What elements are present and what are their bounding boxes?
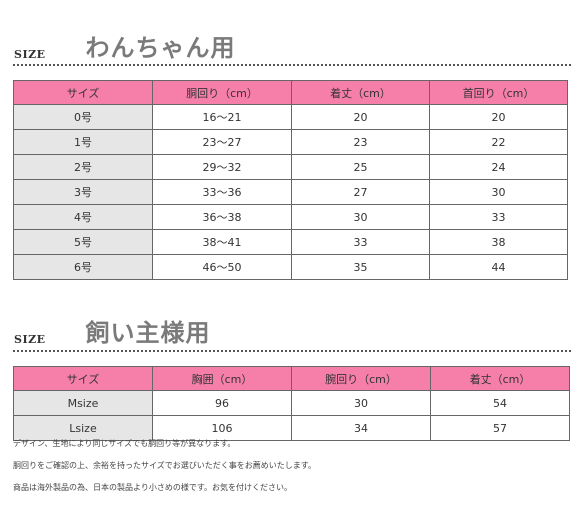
dog-size-cell: 2号 [13,154,153,180]
dog-waist-cell: 16～21 [152,104,292,130]
dog-section-divider [13,64,571,66]
dog-waist-cell: 36～38 [152,204,292,230]
table-row: 1号 23～27 23 22 [13,129,568,155]
dog-size-cell: 6号 [13,254,153,280]
dog-neck-cell: 33 [429,204,568,230]
dog-header-neck: 首回り（cm） [429,80,568,105]
dog-length-cell: 33 [291,229,430,255]
dog-section-title: わんちゃん用 [85,34,236,62]
dog-length-cell: 30 [291,204,430,230]
dog-size-cell: 0号 [13,104,153,130]
table-row: 0号 16～21 20 20 [13,104,568,130]
table-row: 2号 29～32 25 24 [13,154,568,180]
dog-neck-cell: 30 [429,179,568,205]
owner-section-title: 飼い主様用 [85,319,211,347]
table-row: 4号 36～38 30 33 [13,204,568,230]
owner-header-chest: 胸囲（cm） [152,366,292,391]
dog-size-table: サイズ 胴回り（cm） 着丈（cm） 首回り（cm） 0号 16～21 20 2… [13,80,568,280]
owner-section-divider [13,350,571,352]
note-line: 商品は海外製品の為、日本の製品より小さめの様です。お気を付けください。 [13,483,293,492]
owner-arm-cell: 34 [291,415,431,441]
owner-size-cell: Msize [13,390,153,416]
note-line: デザイン、生地により同じサイズでも胴回り等が異なります。 [13,439,236,448]
owner-section-heading: SIZE 飼い主様用 [14,321,211,345]
dog-length-cell: 20 [291,104,430,130]
dog-header-length: 着丈（cm） [291,80,430,105]
dog-size-cell: 3号 [13,179,153,205]
table-row: 5号 38～41 33 38 [13,229,568,255]
dog-size-cell: 4号 [13,204,153,230]
table-row: 3号 33～36 27 30 [13,179,568,205]
dog-size-cell: 5号 [13,229,153,255]
dog-length-cell: 25 [291,154,430,180]
dog-section-heading: SIZE わんちゃん用 [14,36,236,60]
table-row: 6号 46～50 35 44 [13,254,568,280]
dog-waist-cell: 33～36 [152,179,292,205]
dog-neck-cell: 20 [429,104,568,130]
dog-table-header-row: サイズ 胴回り（cm） 着丈（cm） 首回り（cm） [13,80,568,105]
dog-neck-cell: 24 [429,154,568,180]
owner-chest-cell: 96 [152,390,292,416]
owner-size-table: サイズ 胸囲（cm） 腕回り（cm） 着丈（cm） Msize 96 30 54… [13,366,570,441]
owner-header-length: 着丈（cm） [430,366,570,391]
owner-header-arm: 腕回り（cm） [291,366,431,391]
dog-length-cell: 23 [291,129,430,155]
table-row: Lsize 106 34 57 [13,415,570,441]
owner-table-header-row: サイズ 胸囲（cm） 腕回り（cm） 着丈（cm） [13,366,570,391]
owner-length-cell: 54 [430,390,570,416]
dog-size-label: SIZE [14,48,46,61]
dog-header-size: サイズ [13,80,153,105]
dog-header-waist: 胴回り（cm） [152,80,292,105]
dog-waist-cell: 23～27 [152,129,292,155]
owner-length-cell: 57 [430,415,570,441]
owner-header-size: サイズ [13,366,153,391]
dog-neck-cell: 22 [429,129,568,155]
note-line: 胴回りをご確認の上、余裕を持ったサイズでお選びいただく事をお薦めいたします。 [13,461,316,470]
dog-waist-cell: 29～32 [152,154,292,180]
owner-chest-cell: 106 [152,415,292,441]
dog-length-cell: 35 [291,254,430,280]
dog-waist-cell: 46～50 [152,254,292,280]
owner-arm-cell: 30 [291,390,431,416]
owner-size-label: SIZE [14,333,46,346]
notes-block: デザイン、生地により同じサイズでも胴回り等が異なります。 胴回りをご確認の上、余… [13,440,316,506]
dog-neck-cell: 44 [429,254,568,280]
dog-size-cell: 1号 [13,129,153,155]
dog-length-cell: 27 [291,179,430,205]
table-row: Msize 96 30 54 [13,390,570,416]
owner-size-cell: Lsize [13,415,153,441]
dog-waist-cell: 38～41 [152,229,292,255]
dog-neck-cell: 38 [429,229,568,255]
